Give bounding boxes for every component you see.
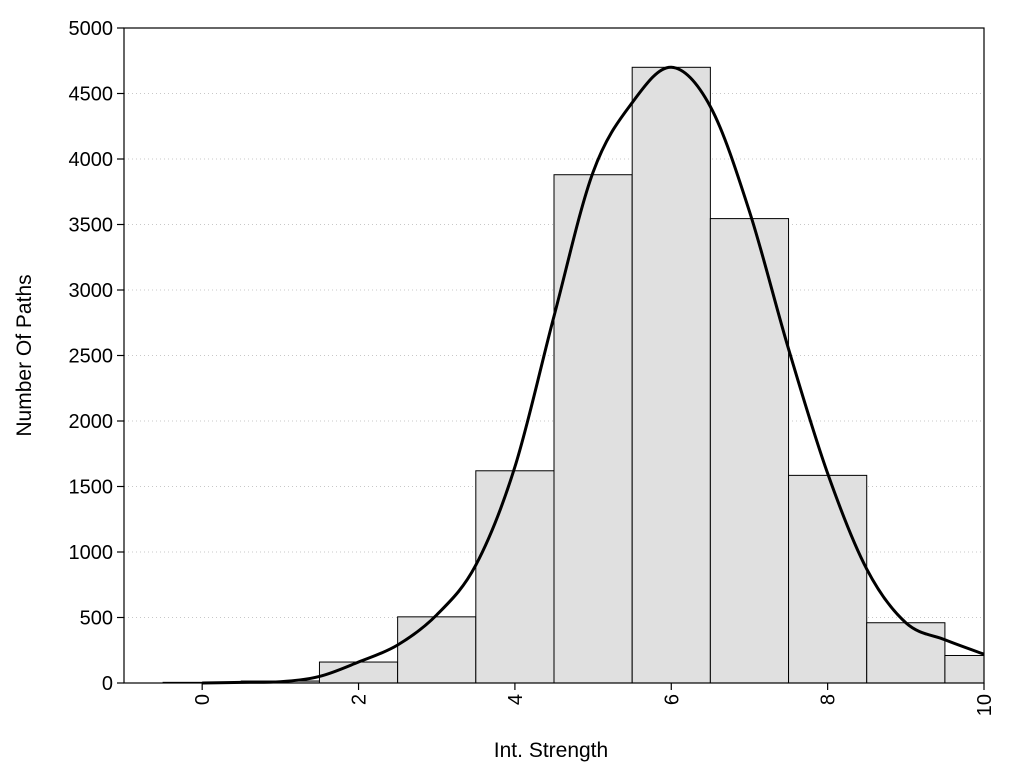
histogram-bars xyxy=(162,66,985,684)
y-tick-label: 500 xyxy=(80,608,113,630)
y-tick-label: 4000 xyxy=(69,149,114,171)
bar xyxy=(866,622,946,684)
y-tick-label: 4500 xyxy=(69,84,114,106)
x-tick-label: 10 xyxy=(974,694,996,716)
bar xyxy=(397,616,477,684)
bar xyxy=(709,218,790,684)
y-axis-ticks: 0 500 1000 1500 2000 2500 3000 3500 4000 4500 5000 xyxy=(69,18,124,695)
bar xyxy=(788,474,868,684)
bar xyxy=(631,66,711,684)
x-tick-label: 2 xyxy=(349,694,371,705)
x-axis-ticks: 0 2 4 6 8 10 xyxy=(192,683,996,716)
y-tick-label: 2500 xyxy=(69,346,114,368)
x-axis-title: Int. Strength xyxy=(494,739,608,762)
y-tick-label: 0 xyxy=(102,673,113,695)
x-tick-label: 6 xyxy=(661,694,683,705)
y-tick-label: 1000 xyxy=(69,542,114,564)
density-curve xyxy=(202,65,985,685)
x-tick-label: 0 xyxy=(192,694,214,705)
y-tick-label: 2000 xyxy=(69,411,114,433)
y-tick-label: 1500 xyxy=(69,477,114,499)
bar xyxy=(944,654,985,684)
bar xyxy=(553,174,633,684)
y-tick-label: 3500 xyxy=(69,215,114,237)
density-curve-layer xyxy=(202,65,985,685)
x-tick-label: 4 xyxy=(505,694,527,705)
y-axis-title: Number Of Paths xyxy=(13,274,36,436)
bar xyxy=(475,470,555,684)
y-tick-label: 3000 xyxy=(69,280,114,302)
y-tick-label: 5000 xyxy=(69,18,114,40)
x-tick-label: 8 xyxy=(818,694,840,705)
